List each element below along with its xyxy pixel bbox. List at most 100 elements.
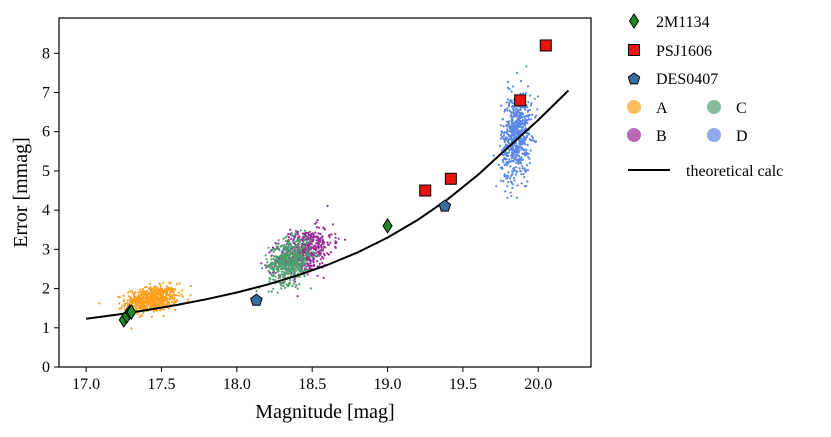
cloud-point [163, 296, 166, 299]
cloud-point [292, 266, 295, 269]
cloud-point [302, 242, 305, 246]
cloud-point [260, 262, 263, 265]
cloud-point [296, 230, 300, 233]
cloud-point [520, 126, 523, 129]
cloud-point [524, 118, 527, 121]
cloud-point [305, 251, 308, 254]
cloud-point [267, 269, 270, 273]
cloud-point [516, 72, 519, 75]
cloud-point [294, 234, 297, 237]
cloud-point [527, 152, 530, 155]
cloud-point [317, 254, 321, 257]
cloud-point [136, 312, 139, 315]
cloud-point [317, 241, 320, 244]
cloud-point [154, 294, 157, 297]
cloud-point [291, 269, 294, 272]
cloud-point [158, 298, 161, 301]
cloud-point [510, 99, 513, 102]
cloud-point [312, 251, 315, 254]
cloud-point [303, 239, 306, 242]
cloud-point [518, 149, 521, 152]
cloud-point [498, 144, 502, 147]
cloud-point [181, 289, 184, 292]
cloud-point [147, 287, 151, 290]
cloud-point [291, 262, 294, 266]
cloud-point [120, 306, 123, 310]
cloud-point [501, 130, 504, 133]
cloud-point [521, 118, 525, 122]
cloud-point [519, 108, 522, 111]
cloud-point [122, 294, 125, 297]
cloud-point [515, 119, 518, 122]
cloud-point [510, 120, 513, 123]
square-marker [514, 94, 527, 107]
cloud-point [507, 105, 511, 108]
cloud-point [503, 110, 506, 113]
cloud-point [523, 107, 526, 110]
cloud-point [308, 246, 311, 249]
cloud-point [300, 262, 303, 265]
cloud-point [272, 257, 275, 260]
cloud-point [518, 114, 521, 117]
cloud-point [270, 255, 273, 258]
cloud-point [277, 273, 280, 276]
cloud-point [520, 173, 523, 176]
cloud-point [311, 253, 314, 256]
cloud-point [511, 186, 514, 190]
cloud-point [305, 253, 308, 256]
cloud-point [297, 268, 300, 271]
cloud-point [123, 308, 126, 311]
cloud-point [280, 287, 283, 290]
cloud-point [148, 300, 151, 303]
cloud-point [155, 304, 159, 307]
cloud-point [139, 302, 142, 305]
cloud-point [521, 143, 524, 146]
cloud-point [268, 280, 271, 283]
legend-item-2m1134: 2M1134 [628, 13, 710, 31]
legend-item-b: B [627, 128, 667, 145]
cloud-point [511, 133, 514, 136]
cloud-point [162, 281, 165, 284]
cloud-point [315, 226, 318, 229]
cloud-point [268, 264, 271, 267]
cloud-point [316, 274, 319, 277]
cloud-point [299, 271, 302, 274]
cloud-point [524, 148, 528, 151]
cloud-point [330, 233, 333, 236]
cloud-point [518, 117, 521, 120]
cloud-point [335, 241, 338, 244]
cloud-point [268, 277, 271, 280]
theory-curve-line [85, 89, 570, 320]
cloud-point [267, 290, 270, 293]
cloud-point [528, 162, 531, 165]
cloud-point [293, 277, 296, 281]
cloud-point [506, 109, 509, 112]
cloud-point [174, 308, 177, 311]
cloud-point [508, 135, 511, 138]
cloud-point [512, 130, 515, 133]
cloud-point [518, 159, 522, 163]
cloud-point [149, 296, 152, 299]
cloud-point [306, 248, 309, 251]
cloud-point [529, 149, 532, 152]
cloud-point [528, 133, 531, 136]
cloud-point [142, 311, 145, 314]
cloud-point [512, 176, 516, 180]
cloud-point [295, 265, 298, 269]
cloud-point [269, 272, 272, 275]
cloud-point [517, 159, 520, 162]
y-tick-label: 8 [42, 45, 50, 62]
cloud-point [506, 125, 509, 128]
cloud-point [146, 296, 149, 299]
cloud-point [516, 145, 519, 148]
cloud-point [308, 257, 312, 260]
cloud-point [172, 291, 175, 294]
cloud-point [523, 120, 526, 123]
legend-item-a: A [627, 100, 668, 117]
cloud-point [131, 291, 134, 295]
cloud-point [297, 239, 300, 242]
cloud-point [288, 253, 291, 256]
cloud-point [510, 130, 513, 134]
cloud-point [521, 148, 524, 151]
cloud-point [515, 107, 518, 110]
